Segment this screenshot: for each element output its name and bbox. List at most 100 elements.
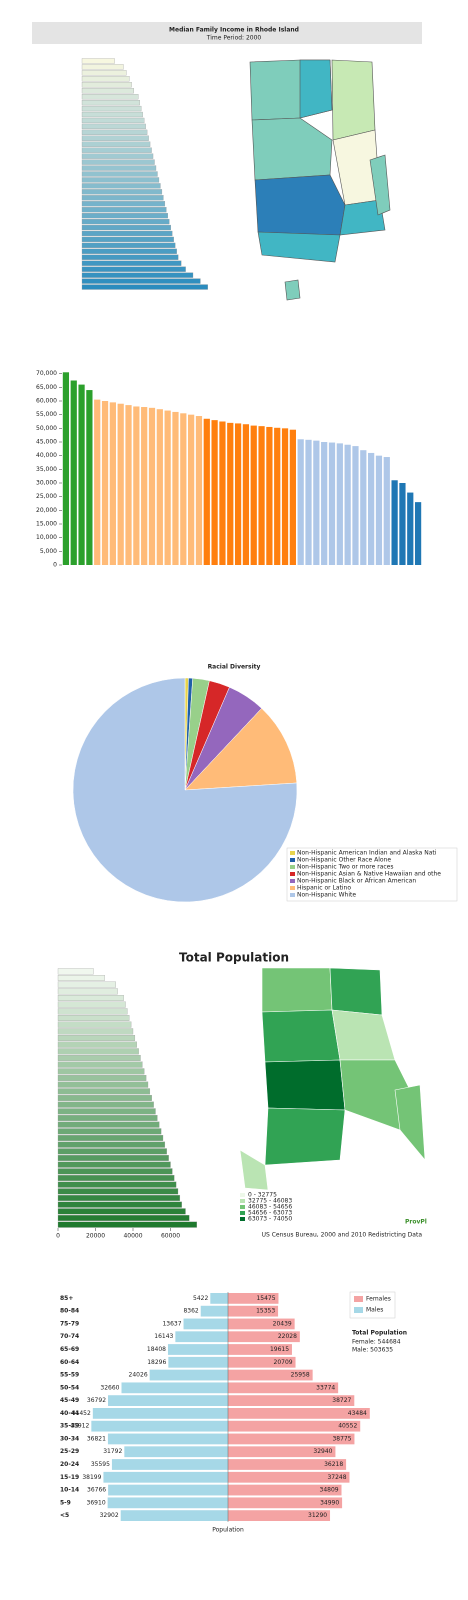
bar <box>81 189 163 195</box>
bar <box>81 99 140 106</box>
x-tick-label: 0 <box>56 1233 60 1240</box>
legend-label: Non-Hispanic American Indian and Alaska … <box>297 850 437 857</box>
y-tick-label: 55,000 <box>36 411 57 418</box>
map-region <box>329 967 383 1016</box>
age-label: 25-29 <box>60 1448 79 1455</box>
bar <box>81 236 174 243</box>
bar <box>57 1141 166 1148</box>
y-tick-label: 60,000 <box>36 398 57 405</box>
bar <box>92 1408 228 1419</box>
bar <box>81 272 194 278</box>
y-tick-label: 50,000 <box>36 425 57 432</box>
bar <box>175 1331 228 1343</box>
value-label: 16143 <box>154 1333 173 1340</box>
bar <box>57 1155 169 1161</box>
legend-swatch <box>290 858 295 862</box>
legend-label: 32775 - 46083 <box>248 1198 292 1205</box>
bar <box>57 1181 177 1188</box>
bar <box>78 384 85 565</box>
bar <box>57 1121 160 1128</box>
bar <box>211 420 218 565</box>
bar <box>281 428 289 565</box>
bar <box>81 266 186 272</box>
value-label: 13637 <box>162 1320 181 1327</box>
chart-title: Total Population <box>179 951 289 965</box>
y-tick-label: 70,000 <box>36 370 57 377</box>
legend-label: 54656 - 63073 <box>248 1210 292 1217</box>
legend-swatch <box>354 1307 363 1313</box>
bar <box>91 1420 228 1432</box>
value-label: 41452 <box>72 1410 91 1417</box>
bar <box>57 1081 149 1088</box>
bar <box>228 1293 279 1304</box>
value-label: 38199 <box>82 1474 101 1481</box>
legend-swatch <box>240 1217 245 1221</box>
age-label: 10-14 <box>60 1487 79 1494</box>
map-region <box>331 1009 396 1061</box>
legend-swatch <box>290 886 295 890</box>
value-label: 38775 <box>332 1435 351 1442</box>
legend-box <box>286 847 458 902</box>
bar <box>57 1135 164 1141</box>
age-label: 35-39 <box>60 1423 79 1430</box>
bar <box>57 1028 134 1035</box>
legend-swatch <box>354 1296 363 1302</box>
bar <box>228 1484 342 1496</box>
source: US Census Bureau, 2000 and 2010 Redistri… <box>262 1232 423 1239</box>
bar <box>109 402 116 565</box>
bar <box>125 405 132 565</box>
map-region <box>261 967 333 1013</box>
value-label: 19615 <box>270 1346 289 1353</box>
annotation-title: Total Population <box>352 1330 407 1337</box>
chart-title: Median Family Income in Rhode Island <box>169 27 299 34</box>
bar <box>81 94 139 100</box>
bar <box>289 429 296 565</box>
bar <box>407 492 414 565</box>
bar <box>375 455 383 565</box>
bar <box>81 218 170 225</box>
value-label: 36792 <box>87 1397 106 1404</box>
value-label: 31290 <box>308 1512 327 1519</box>
legend-swatch <box>290 893 295 897</box>
logo: ProvPl <box>405 1219 427 1226</box>
bar <box>391 480 398 565</box>
value-label: 36910 <box>87 1499 106 1506</box>
age-label: 80-84 <box>60 1308 79 1315</box>
bar <box>57 1195 181 1201</box>
bar <box>219 421 226 565</box>
bar <box>195 416 203 565</box>
bar <box>81 147 152 153</box>
map-region <box>254 174 346 236</box>
bar <box>57 1101 154 1108</box>
bar <box>227 422 234 565</box>
legend-label: Non-Hispanic Black or African American <box>297 878 416 885</box>
age-label: 5-9 <box>60 1499 71 1506</box>
age-label: 85+ <box>60 1295 73 1302</box>
bar <box>94 399 101 565</box>
y-tick-label: 10,000 <box>36 534 57 541</box>
value-label: 43484 <box>348 1410 367 1417</box>
bar <box>111 1459 228 1470</box>
map-region <box>331 59 376 141</box>
bar <box>81 58 115 64</box>
legend-swatch <box>240 1211 245 1215</box>
age-label: 60-64 <box>60 1359 79 1366</box>
value-label: 36218 <box>324 1461 343 1468</box>
bar <box>57 1048 139 1055</box>
pie-slice <box>72 677 298 903</box>
population-map <box>239 967 426 1191</box>
bar <box>360 450 367 565</box>
bar <box>228 1446 336 1458</box>
bar <box>203 418 210 565</box>
age-label: 20-24 <box>60 1461 79 1468</box>
value-label: 8362 <box>183 1308 198 1315</box>
bar <box>383 457 390 565</box>
bar <box>228 1331 300 1343</box>
value-label: 15475 <box>256 1295 275 1302</box>
bar <box>57 1221 197 1228</box>
value-label: 37248 <box>327 1474 346 1481</box>
bar <box>149 1369 228 1381</box>
bar <box>228 1356 296 1368</box>
bar <box>164 410 171 565</box>
